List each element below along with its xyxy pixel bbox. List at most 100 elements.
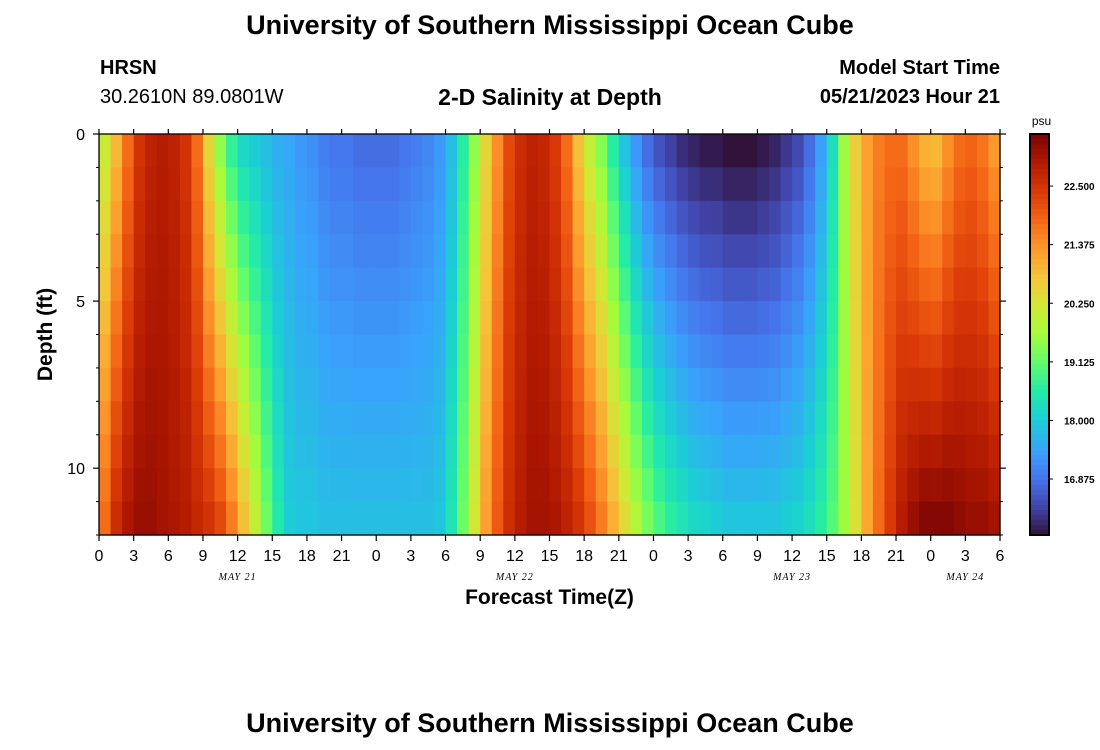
colorbar-segment bbox=[1030, 164, 1049, 170]
heatmap-cell bbox=[433, 234, 447, 269]
heatmap-cell bbox=[803, 234, 816, 269]
heatmap-cell bbox=[168, 200, 181, 235]
heatmap-cell bbox=[618, 267, 631, 302]
colorbar-segment bbox=[1030, 389, 1049, 396]
heatmap-cell bbox=[122, 434, 135, 469]
heatmap-cell bbox=[480, 334, 493, 369]
heatmap-cell bbox=[457, 301, 470, 336]
heatmap-cell bbox=[341, 334, 354, 369]
heatmap-cell bbox=[676, 468, 689, 503]
heatmap-cell bbox=[503, 301, 516, 336]
colorbar-segment bbox=[1030, 384, 1049, 391]
heatmap-cell bbox=[410, 234, 424, 269]
heatmap-cell bbox=[433, 401, 447, 436]
x-tick-label: 21 bbox=[610, 548, 628, 565]
x-tick-label: 18 bbox=[298, 548, 316, 565]
heatmap-cell bbox=[572, 468, 585, 503]
heatmap-cell bbox=[399, 134, 412, 169]
heatmap-cell bbox=[145, 334, 158, 369]
heatmap-cell bbox=[676, 334, 689, 369]
heatmap-cell bbox=[699, 301, 712, 336]
y-tick-label: 5 bbox=[76, 294, 85, 311]
heatmap-cell bbox=[306, 167, 320, 202]
x-tick-label: 12 bbox=[229, 548, 247, 565]
heatmap-cell bbox=[780, 367, 793, 402]
heatmap-cell bbox=[260, 200, 273, 235]
heatmap-cell bbox=[133, 134, 146, 169]
colorbar-segment bbox=[1030, 409, 1049, 416]
colorbar-segment bbox=[1030, 404, 1049, 411]
heatmap-cell bbox=[364, 234, 377, 269]
heatmap-cell bbox=[503, 200, 516, 235]
heatmap-cell bbox=[272, 501, 285, 536]
heatmap-cell bbox=[514, 401, 527, 436]
heatmap-cell bbox=[745, 334, 759, 369]
heatmap-cell bbox=[688, 401, 701, 436]
heatmap-cell bbox=[618, 334, 631, 369]
date-label: MAY 21 bbox=[218, 572, 257, 583]
heatmap-cell bbox=[156, 200, 169, 235]
colorbar-segment bbox=[1030, 479, 1049, 486]
heatmap-cell bbox=[260, 434, 273, 469]
heatmap-cell bbox=[133, 501, 146, 536]
heatmap-cell bbox=[849, 234, 862, 269]
heatmap-cell bbox=[838, 468, 851, 503]
heatmap-cell bbox=[145, 167, 158, 202]
heatmap-cell bbox=[260, 501, 273, 536]
heatmap-cell bbox=[722, 234, 735, 269]
heatmap-cell bbox=[110, 434, 123, 469]
heatmap-cell bbox=[445, 401, 458, 436]
heatmap-cell bbox=[202, 334, 216, 369]
heatmap-cell bbox=[595, 334, 608, 369]
colorbar-segment bbox=[1030, 359, 1049, 366]
heatmap-cell bbox=[145, 200, 158, 235]
heatmap-cell bbox=[226, 401, 239, 436]
heatmap-cell bbox=[734, 501, 747, 536]
heatmap-cell bbox=[133, 401, 146, 436]
heatmap-cell bbox=[283, 301, 296, 336]
heatmap-cell bbox=[283, 200, 296, 235]
heatmap-cell bbox=[780, 334, 793, 369]
heatmap-cell bbox=[734, 167, 747, 202]
heatmap-cell bbox=[942, 434, 955, 469]
heatmap-cell bbox=[872, 234, 886, 269]
heatmap-cell bbox=[630, 234, 643, 269]
colorbar-segment bbox=[1030, 239, 1049, 245]
heatmap-cell bbox=[156, 367, 169, 402]
heatmap-cell bbox=[318, 200, 331, 235]
heatmap-cell bbox=[907, 134, 920, 169]
heatmap-cell bbox=[399, 167, 412, 202]
heatmap-cell bbox=[572, 367, 585, 402]
heatmap-cell bbox=[665, 468, 678, 503]
heatmap-cell bbox=[942, 468, 955, 503]
heatmap-cell bbox=[156, 234, 169, 269]
heatmap-cell bbox=[537, 301, 551, 336]
heatmap-cell bbox=[110, 267, 123, 302]
heatmap-cell bbox=[468, 134, 481, 169]
heatmap-cell bbox=[722, 200, 735, 235]
heatmap-cell bbox=[237, 167, 250, 202]
heatmap-cell bbox=[711, 234, 724, 269]
heatmap-cell bbox=[792, 301, 805, 336]
heatmap-cell bbox=[722, 367, 735, 402]
heatmap-cell bbox=[122, 134, 135, 169]
heatmap-cell bbox=[341, 134, 354, 169]
heatmap-cell bbox=[330, 167, 343, 202]
x-tick-label: 15 bbox=[263, 548, 281, 565]
heatmap-cell bbox=[815, 468, 828, 503]
heatmap-cell bbox=[630, 200, 643, 235]
heatmap-cell bbox=[607, 301, 620, 336]
heatmap-cell bbox=[122, 401, 135, 436]
heatmap-cell bbox=[214, 234, 227, 269]
colorbar-segment bbox=[1030, 269, 1049, 275]
colorbar-segment bbox=[1030, 459, 1049, 466]
colorbar-tick-label: 18.000 bbox=[1064, 416, 1095, 427]
heatmap-cell bbox=[122, 200, 135, 235]
heatmap-cell bbox=[653, 434, 666, 469]
heatmap-cell bbox=[133, 234, 146, 269]
heatmap-cell bbox=[630, 501, 643, 536]
heatmap-cell bbox=[953, 468, 966, 503]
heatmap-cell bbox=[792, 401, 805, 436]
heatmap-cell bbox=[942, 501, 955, 536]
